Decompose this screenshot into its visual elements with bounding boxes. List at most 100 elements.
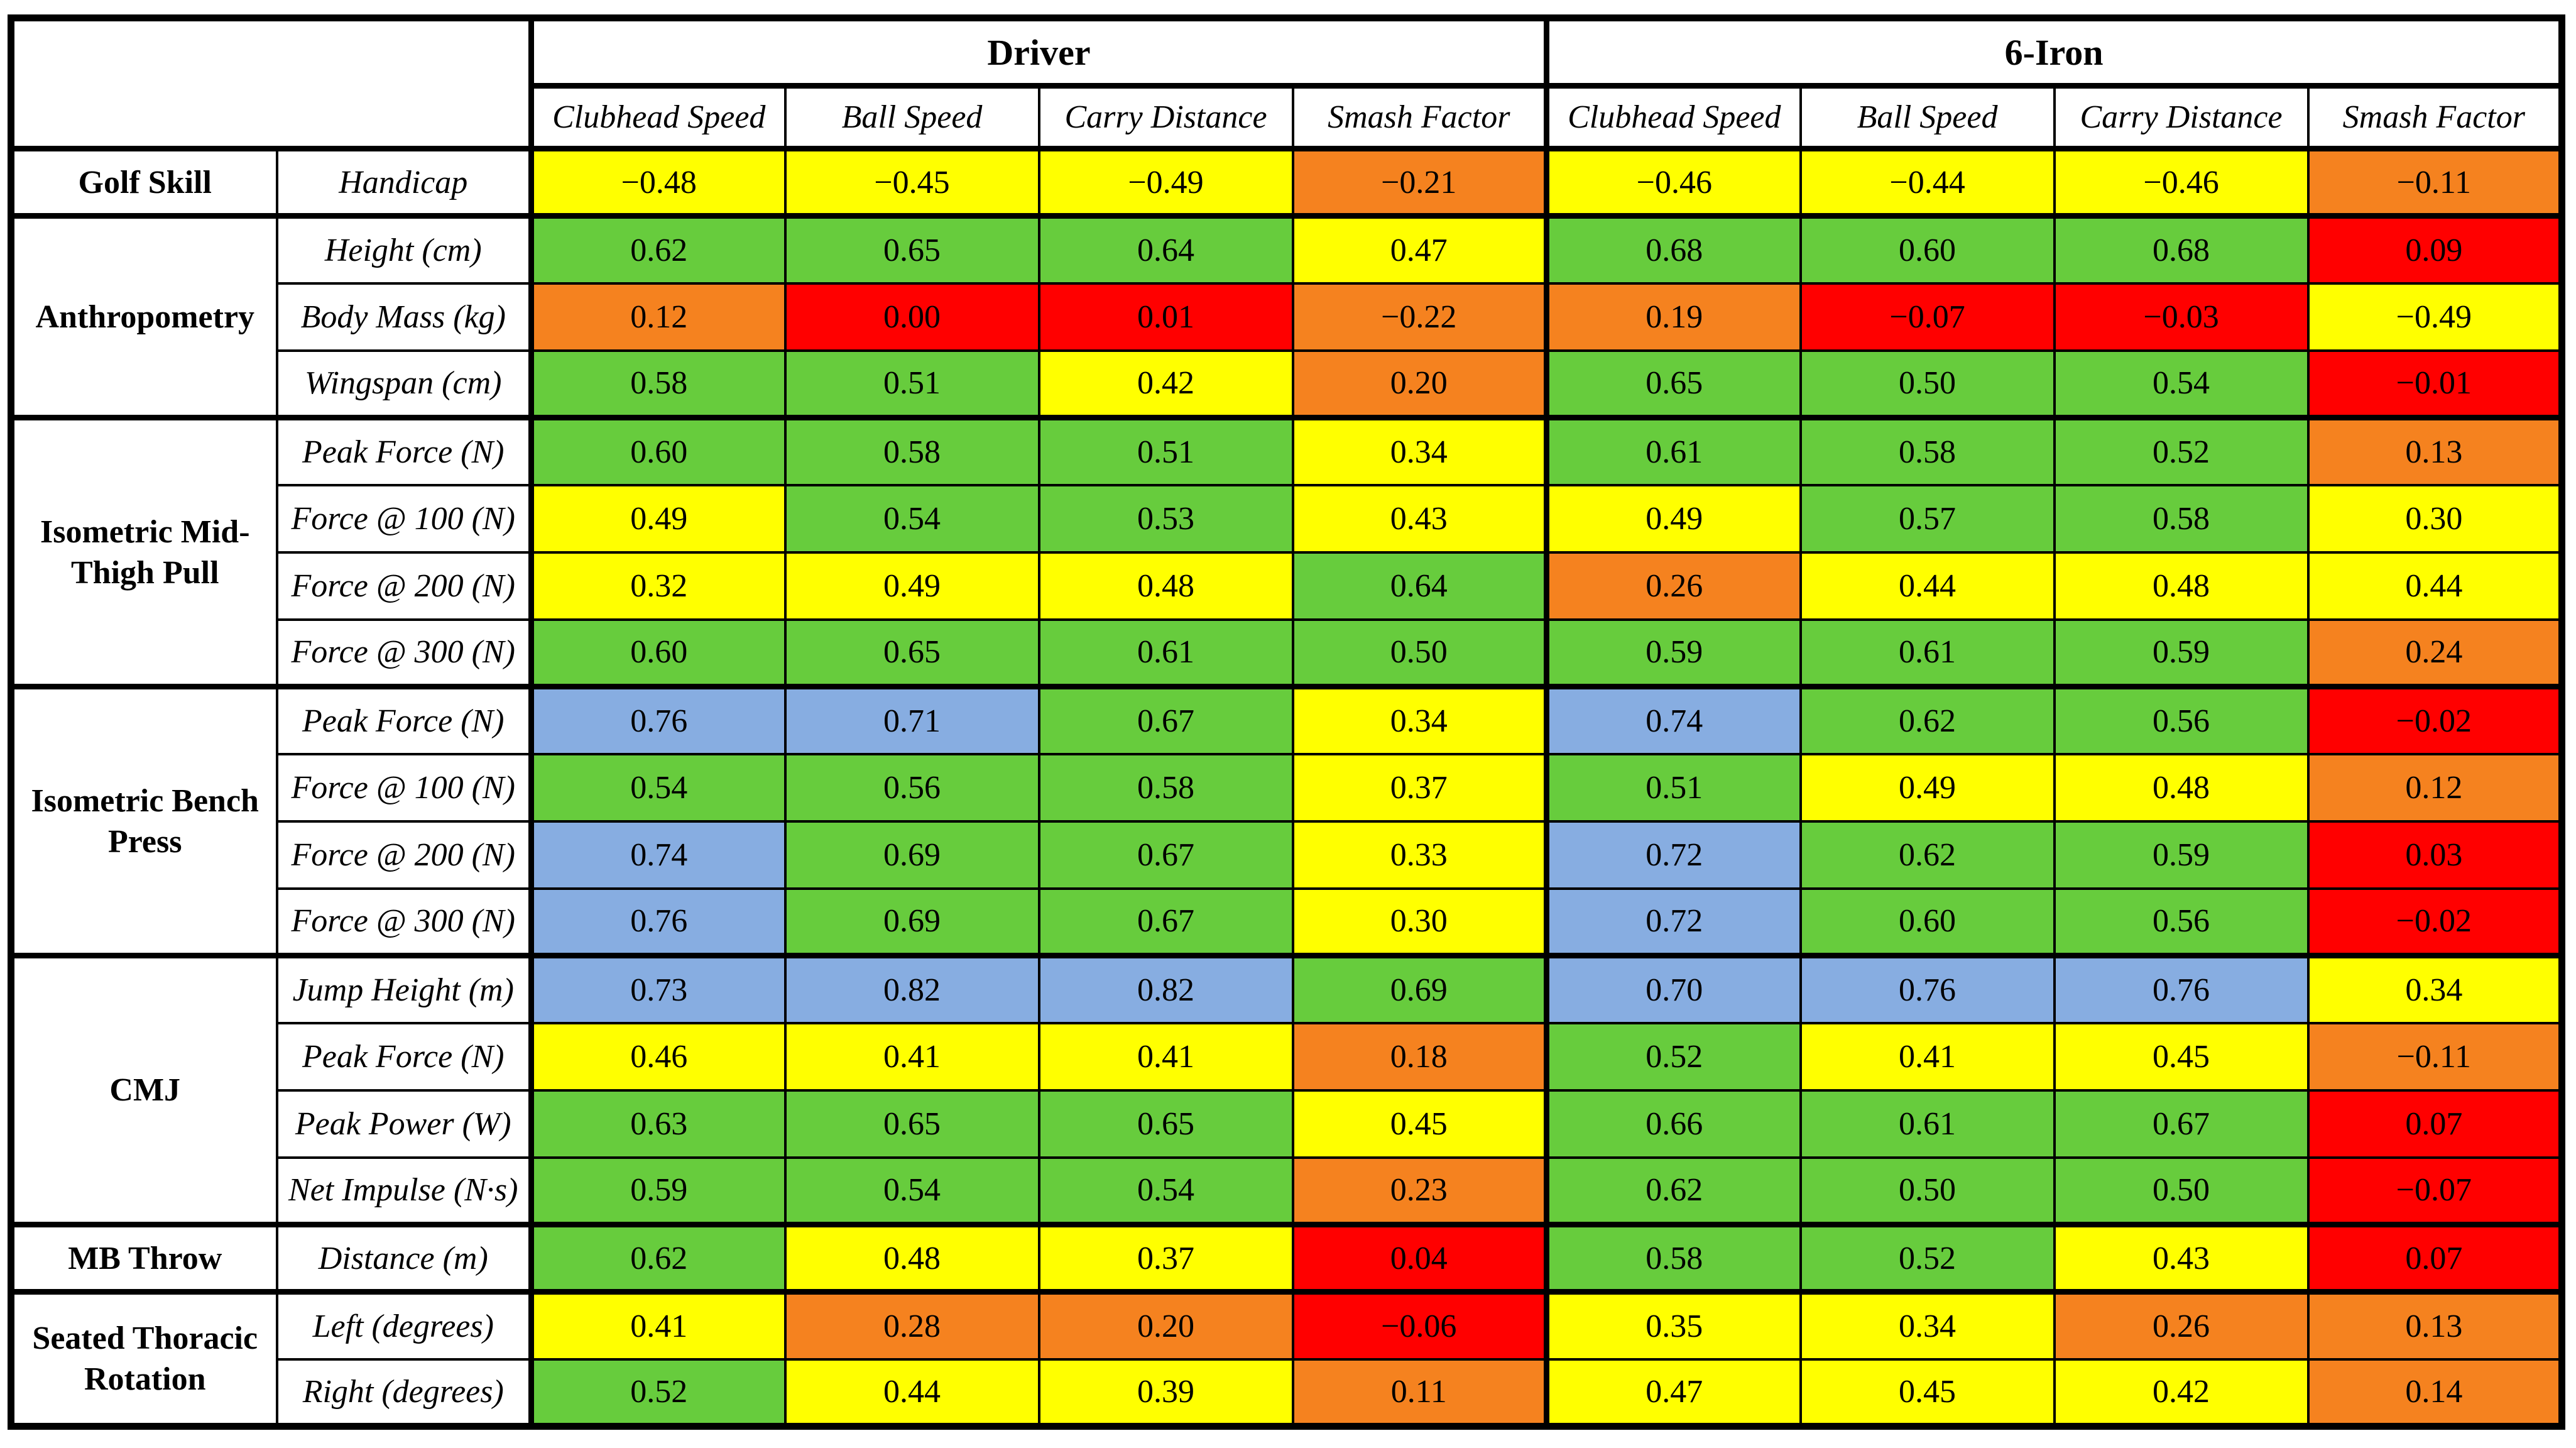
table-row: Anthropometry Height (cm) 0.62 0.65 0.64 0.47… [9, 214, 2563, 420]
row-label: Force @ 300 (N) [275, 887, 533, 958]
correlation-cell: 0.65 [783, 1089, 1040, 1159]
correlation-cell: 0.63 [528, 1089, 787, 1159]
correlation-cell: 0.66 [1544, 1089, 1802, 1159]
row-label: Force @ 300 (N) [275, 618, 533, 689]
row-label: Left (degrees) [275, 1290, 533, 1361]
correlation-cell: 0.67 [2053, 1089, 2310, 1159]
correlation-cell: 0.12 [2306, 752, 2563, 823]
row-label: Distance (m) [275, 1223, 533, 1295]
correlation-cell: 0.46 [528, 1021, 787, 1092]
correlation-cell: 0.56 [783, 752, 1040, 823]
correlation-cell: 0.49 [1544, 483, 1802, 554]
correlation-cell: 0.43 [2053, 1223, 2310, 1295]
correlation-cell: 0.11 [1291, 1358, 1548, 1429]
correlation-cell: 0.68 [1544, 214, 1802, 285]
correlation-cell: 0.13 [2306, 416, 2563, 486]
correlation-cell: 0.07 [2306, 1089, 2563, 1159]
correlation-cell: 0.14 [2306, 1358, 2563, 1429]
correlation-cell: 0.34 [1291, 416, 1548, 486]
correlation-cell: 0.12 [528, 282, 787, 352]
correlation-cell: 0.30 [2306, 483, 2563, 554]
row-group-label: CMJ [9, 954, 278, 1227]
correlation-cell: 0.45 [2053, 1021, 2310, 1092]
table-row: Force @ 100 (N) 0.49 0.54 0.53 0.43 0.49 0.57 0… [11, 483, 2563, 554]
correlation-cell: 0.30 [1291, 887, 1548, 958]
col-header-6iron-carry-distance: Carry Distance [2053, 84, 2310, 151]
correlation-cell: 0.03 [2306, 820, 2563, 890]
row-label: Right (degrees) [275, 1358, 533, 1429]
row-label: Body Mass (kg) [275, 282, 533, 352]
correlation-cell: 0.35 [1544, 1290, 1802, 1361]
correlation-cell: 0.52 [1799, 1223, 2056, 1295]
correlation-cell: 0.70 [1544, 954, 1802, 1024]
correlation-cell: 0.34 [1799, 1290, 2056, 1361]
table-row: Force @ 200 (N) 0.74 0.69 0.67 0.33 0.72 0.62 0… [11, 820, 2563, 890]
table-row: Peak Force (N) 0.46 0.41 0.41 0.18 0.52 0.41 0.… [11, 1021, 2563, 1092]
correlation-cell: 0.62 [1799, 820, 2056, 890]
correlation-cell: 0.54 [2053, 349, 2310, 420]
correlation-cell: 0.41 [1037, 1021, 1294, 1092]
col-header-6iron-ball-speed: Ball Speed [1799, 84, 2056, 151]
correlation-cell: 0.68 [2053, 214, 2310, 285]
row-label: Net Impulse (N·s) [275, 1156, 533, 1227]
row-label: Peak Power (W) [275, 1089, 533, 1159]
correlation-cell: 0.20 [1037, 1290, 1294, 1361]
correlation-cell: −0.49 [2306, 282, 2563, 352]
correlation-cell: 0.23 [1291, 1156, 1548, 1227]
correlation-cell: 0.58 [1037, 752, 1294, 823]
table-header: Driver 6-Iron Clubhead Speed Ball Speed … [9, 16, 2563, 151]
correlation-cell: 0.49 [783, 551, 1040, 621]
table-body: Golf Skill Handicap −0.48 −0.45 −0.49 −0.21 −0… [9, 147, 2563, 1429]
correlation-cell: 0.72 [1544, 887, 1802, 958]
col-header-6iron-smash-factor: Smash Factor [2306, 84, 2563, 151]
correlation-cell: 0.54 [783, 1156, 1040, 1227]
correlation-cell: 0.51 [1544, 752, 1802, 823]
correlation-cell: 0.49 [1799, 752, 2056, 823]
correlation-cell: 0.34 [1291, 685, 1548, 755]
row-group-label: MB Throw [9, 1223, 278, 1295]
correlation-cell: 0.60 [528, 416, 787, 486]
correlation-cell: 0.59 [2053, 820, 2310, 890]
col-header-driver-ball-speed: Ball Speed [783, 84, 1040, 151]
correlation-cell: 0.69 [1291, 954, 1548, 1024]
correlation-cell: 0.64 [1291, 551, 1548, 621]
correlation-cell: −0.06 [1291, 1290, 1548, 1361]
correlation-cell: 0.59 [2053, 618, 2310, 689]
table-row: Isometric Mid- Thigh Pull Peak Force (N) 0… [9, 416, 2563, 689]
correlation-cell: 0.67 [1037, 820, 1294, 890]
club-header-row: Driver 6-Iron [9, 16, 2563, 151]
table-row: Net Impulse (N·s) 0.59 0.54 0.54 0.23 0.62 0.5… [11, 1156, 2563, 1227]
correlation-cell: 0.76 [1799, 954, 2056, 1024]
table-row: Wingspan (cm) 0.58 0.51 0.42 0.20 0.65 0.50 0.5… [11, 349, 2563, 420]
correlation-cell: −0.48 [528, 147, 787, 219]
correlation-cell: 0.74 [528, 820, 787, 890]
table-row: MB Throw Distance (m) 0.62 0.48 0.37 0.04 0.58… [9, 1223, 2563, 1295]
table-row: Force @ 300 (N) 0.76 0.69 0.67 0.30 0.72 0.60 0… [11, 887, 2563, 958]
correlation-cell: 0.50 [1799, 1156, 2056, 1227]
correlation-cell: 0.52 [2053, 416, 2310, 486]
correlation-cell: 0.50 [1291, 618, 1548, 689]
correlation-cell: 0.61 [1799, 1089, 2056, 1159]
correlation-cell: 0.13 [2306, 1290, 2563, 1361]
col-header-driver-smash-factor: Smash Factor [1291, 84, 1548, 151]
correlation-cell: 0.82 [1037, 954, 1294, 1024]
correlation-cell: 0.65 [1544, 349, 1802, 420]
correlation-cell: 0.18 [1291, 1021, 1548, 1092]
correlation-cell: 0.52 [528, 1358, 787, 1429]
row-label: Jump Height (m) [275, 954, 533, 1024]
correlation-cell: 0.49 [528, 483, 787, 554]
correlation-cell: 0.60 [1799, 214, 2056, 285]
correlation-cell: 0.82 [783, 954, 1040, 1024]
row-label: Force @ 200 (N) [275, 551, 533, 621]
correlation-cell: 0.56 [2053, 887, 2310, 958]
correlation-cell: 0.59 [1544, 618, 1802, 689]
correlation-cell: 0.69 [783, 820, 1040, 890]
correlation-cell: 0.34 [2306, 954, 2563, 1024]
correlation-cell: 0.47 [1544, 1358, 1802, 1429]
table-row: Body Mass (kg) 0.12 0.00 0.01 −0.22 0.19 −0.07… [11, 282, 2563, 352]
correlation-cell: 0.58 [2053, 483, 2310, 554]
row-label: Peak Force (N) [275, 416, 533, 486]
correlation-cell: 0.48 [1037, 551, 1294, 621]
correlation-cell: 0.58 [1799, 416, 2056, 486]
correlation-cell: 0.48 [783, 1223, 1040, 1295]
